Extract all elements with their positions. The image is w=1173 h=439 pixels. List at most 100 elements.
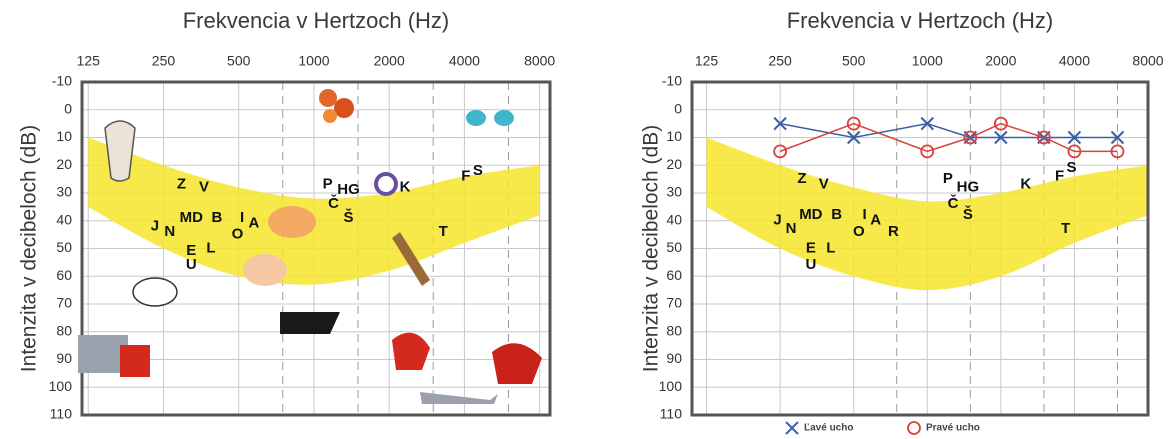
legend-label: Ľavé ucho [804, 423, 853, 434]
speech-sound: HG [337, 181, 360, 198]
y-tick-label: 80 [56, 322, 72, 338]
y-tick-label: 20 [56, 156, 72, 172]
speech-sound: U [805, 256, 816, 273]
x-tick-label: 2000 [985, 53, 1016, 69]
speech-sound: S [473, 162, 483, 179]
chart-title: Frekvencia v Hertzoch (Hz) [787, 8, 1054, 33]
y-tick-label: 90 [56, 350, 72, 366]
speech-sound: Z [797, 170, 806, 187]
y-tick-label: 20 [666, 156, 682, 172]
leaf-icon [334, 98, 354, 118]
speech-sound: Č [948, 194, 959, 212]
x-tick-label: 4000 [1059, 53, 1090, 69]
x-tick-label: 125 [77, 53, 101, 69]
dog-icon [133, 278, 177, 306]
x-tick-label: 1000 [912, 53, 943, 69]
speech-sound: Z [177, 176, 186, 193]
truck-icon [120, 345, 150, 377]
speech-sound: MD [180, 209, 203, 226]
piano-icon [280, 312, 340, 334]
y-tick-label: 0 [64, 100, 72, 116]
speech-sound: J [773, 212, 781, 229]
speech-sound: L [826, 239, 835, 256]
x-tick-label: 8000 [524, 53, 555, 69]
speech-sound: Š [963, 205, 973, 223]
speech-sound: P [323, 176, 333, 193]
x-tick-label: 8000 [1132, 53, 1163, 69]
speech-sound: E [806, 239, 816, 256]
y-tick-label: 10 [56, 128, 72, 144]
speech-sound: I [862, 206, 866, 223]
x-tick-label: 125 [695, 53, 719, 69]
x-tick-label: 500 [842, 53, 866, 69]
speech-sound: F [1055, 167, 1064, 184]
y-tick-label: 0 [674, 100, 682, 116]
speech-sound: B [831, 206, 842, 223]
chart-title: Frekvencia v Hertzoch (Hz) [183, 8, 450, 33]
speech-sound: F [461, 167, 470, 184]
speech-sound: O [853, 223, 865, 240]
y-tick-label: 30 [56, 184, 72, 200]
speech-sound: V [199, 178, 209, 195]
y-tick-label: 60 [666, 267, 682, 283]
y-tick-label: 70 [666, 295, 682, 311]
speech-sound: Č [328, 194, 339, 212]
speech-sound: R [888, 223, 899, 240]
marker-x [786, 422, 798, 434]
y-tick-label: 30 [666, 184, 682, 200]
speech-sound: V [819, 176, 829, 193]
speech-sound: T [1061, 220, 1070, 237]
y-tick-label: -10 [52, 73, 72, 89]
marker-o [908, 422, 920, 434]
y-tick-label: 90 [666, 350, 682, 366]
bird-icon [466, 110, 486, 126]
y-tick-label: 10 [666, 128, 682, 144]
speech-sound: T [439, 223, 448, 240]
speech-sound: HG [957, 178, 980, 195]
speech-sound: K [1020, 176, 1031, 193]
y-tick-label: 100 [49, 378, 73, 394]
speech-sound: B [211, 209, 222, 226]
y-tick-label: 60 [56, 267, 72, 283]
x-tick-label: 250 [768, 53, 792, 69]
x-tick-label: 250 [152, 53, 176, 69]
y-tick-label: 70 [56, 295, 72, 311]
speech-sound: A [870, 212, 881, 229]
legend-label: Pravé ucho [926, 423, 980, 434]
baby-icon [243, 254, 287, 286]
bird-icon [494, 110, 514, 126]
page: Frekvencia v Hertzoch (Hz) Intenzita v de… [0, 0, 1173, 439]
y-axis-label: Intenzita v decibeloch (dB) [18, 125, 41, 372]
clock-icon [376, 174, 396, 194]
speech-sound: P [943, 170, 953, 187]
y-tick-label: -10 [662, 73, 682, 89]
y-axis-label: Intenzita v decibeloch (dB) [640, 125, 663, 372]
speech-sound: Š [344, 208, 354, 226]
speech-sound: J [151, 217, 159, 234]
y-tick-label: 50 [666, 239, 682, 255]
speech-sound: K [400, 178, 411, 195]
y-tick-label: 100 [659, 378, 683, 394]
leaf-icon [323, 109, 337, 123]
y-tick-label: 40 [56, 211, 72, 227]
y-tick-label: 40 [666, 211, 682, 227]
speech-sound: N [164, 223, 175, 240]
speech-sound: N [786, 220, 797, 237]
speech-sound: I [240, 209, 244, 226]
speech-sound: S [1066, 159, 1076, 176]
speech-sound: O [232, 226, 244, 243]
speech-sound: L [206, 239, 215, 256]
y-tick-label: 110 [660, 406, 683, 422]
x-tick-label: 500 [227, 53, 251, 69]
x-tick-label: 2000 [374, 53, 405, 69]
leaf-icon [319, 89, 337, 107]
audiogram-figure: Frekvencia v Hertzoch (Hz) Intenzita v de… [0, 0, 1173, 439]
y-tick-label: 80 [666, 322, 682, 338]
y-tick-label: 50 [56, 239, 72, 255]
speech-sound: U [186, 256, 197, 273]
speech-sound: A [248, 214, 259, 231]
people-icon [268, 206, 316, 238]
y-tick-label: 110 [50, 406, 73, 422]
x-tick-label: 4000 [449, 53, 480, 69]
x-tick-label: 1000 [298, 53, 329, 69]
